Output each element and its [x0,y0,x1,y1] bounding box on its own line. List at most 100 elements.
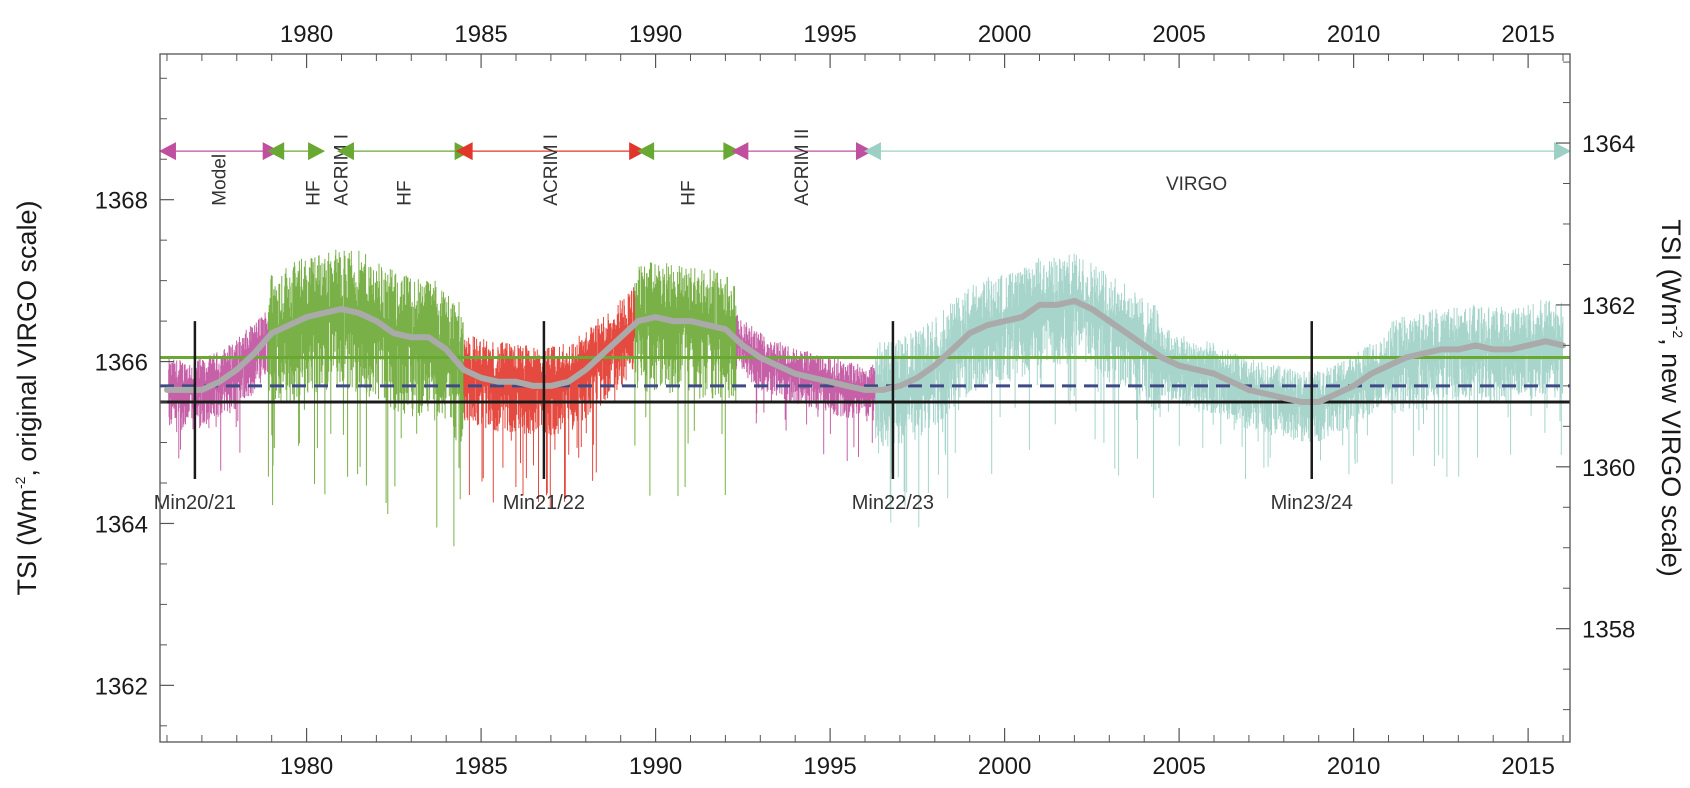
x-tick-label-bottom: 2005 [1152,753,1205,780]
y-axis-title-right: TSI (Wm-2, new VIRGO scale) [1656,219,1686,577]
period-start-arrow [336,142,354,161]
smoothed-point [1316,399,1322,405]
x-tick-label-top: 2010 [1327,21,1380,48]
smoothed-point [1333,391,1339,397]
smoothed-point [705,322,711,328]
y-axis-title-left: TSI (Wm-2, original VIRGO scale) [12,200,42,595]
smoothed-point [1438,346,1444,352]
x-tick-label-top: 2015 [1501,21,1554,48]
x-tick-label-bottom: 1980 [280,753,333,780]
smoothed-point [548,383,554,389]
smoothed-point [1543,338,1549,344]
smoothed-point [1194,367,1200,373]
smoothed-point [722,326,728,332]
y-axis-title-left-sup: -2 [12,476,28,489]
smoothed-point [1019,314,1025,320]
x-tick-label-top: 1980 [280,21,333,48]
period-start-arrow [637,142,655,161]
x-tick-label-top: 1990 [629,21,682,48]
period-end-arrow [1554,142,1572,161]
smoothed-point [914,375,920,381]
smoothed-point [1298,399,1304,405]
smoothed-point [338,306,344,312]
period-label: HF [394,180,415,205]
smoothed-point [216,379,222,385]
smoothed-point [304,314,310,320]
y-axis-title-right-part1: TSI (Wm [1656,219,1686,325]
smoothed-point [879,387,885,393]
reference-lines [160,356,1570,404]
smoothed-point [600,350,606,356]
smoothed-point [1124,330,1130,336]
smoothed-point [1228,379,1234,385]
smoothed-point [1176,363,1182,369]
period-label: Model [209,154,230,206]
smoothed-point [1508,346,1514,352]
smoothed-point [618,334,624,340]
smoothed-point [845,383,851,389]
daily-data-trace [875,253,1564,528]
smoothed-line [164,297,1566,405]
y-tick-label-right: 1362 [1582,293,1635,320]
y-tick-label-left: 1366 [95,350,148,377]
minimum-label: Min20/21 [154,492,236,514]
period-start-arrow [863,142,881,161]
smoothed-point [810,375,816,381]
smoothed-point [199,387,205,393]
smoothed-point [269,330,275,336]
x-tick-label-bottom: 1990 [629,753,682,780]
smoothed-point [1246,387,1252,393]
smoothed-point [478,375,484,381]
smoothed-point [670,318,676,324]
smoothed-point [1071,298,1077,304]
smoothed-point [373,318,379,324]
axes: 1980 1980 1985 1985 1990 1990 1995 1995 2000 2000… [95,21,1636,780]
minimum-label: Min21/22 [503,492,585,514]
smoothed-point [565,379,571,385]
minima-markers: Min20/21 Min21/22 Min22/23 Min23/24 [154,321,1353,514]
smoothed-point [792,371,798,377]
period-label: HF [304,180,325,205]
smoothed-point [391,330,397,336]
x-tick-label-bottom: 1995 [803,753,856,780]
smoothed-point [286,322,292,328]
smoothed-point [1525,342,1531,348]
smoothed-point [1351,383,1357,389]
instrument-periods: Model HF ACRIM I HF ACRIM I HF ACRIM II VIRGO [158,129,1572,206]
minimum-label: Min22/23 [852,492,934,514]
smoothed-point [1420,350,1426,356]
smoothed-point [949,346,955,352]
period-label: VIRGO [1166,174,1227,195]
y-tick-label-right: 1358 [1582,617,1635,644]
smoothed-point [1386,363,1392,369]
x-tick-label-top: 1985 [454,21,507,48]
smoothed-point [1211,371,1217,377]
smoothed-point [583,367,589,373]
period-label: HF [679,180,700,205]
period-label: ACRIM I [541,134,562,206]
x-tick-label-bottom: 2015 [1501,753,1554,780]
smoothed-point [356,310,362,316]
smoothed-point [1490,346,1496,352]
y-tick-label-left: 1362 [95,673,148,700]
smoothed-point [984,322,990,328]
smoothed-point [827,379,833,385]
smoothed-point [443,346,449,352]
smoothed-point [1159,355,1165,361]
smoothed-point [321,310,327,316]
smoothed-point [635,318,641,324]
x-tick-label-bottom: 2010 [1327,753,1380,780]
y-axis-title-left-part2: , original VIRGO scale) [12,200,42,476]
smoothed-point [1368,371,1374,377]
y-axis-title-left-part1: TSI (Wm [12,489,42,595]
y-axis-title-right-sup: -2 [1670,326,1686,339]
smoothed-point [1106,318,1112,324]
smoothed-point [1141,342,1147,348]
y-tick-label-right: 1360 [1582,455,1635,482]
period-start-arrow [731,142,749,161]
smoothed-point [426,334,432,340]
smoothed-point [1473,342,1479,348]
smoothed-point [1089,306,1095,312]
x-tick-label-top: 1995 [803,21,856,48]
